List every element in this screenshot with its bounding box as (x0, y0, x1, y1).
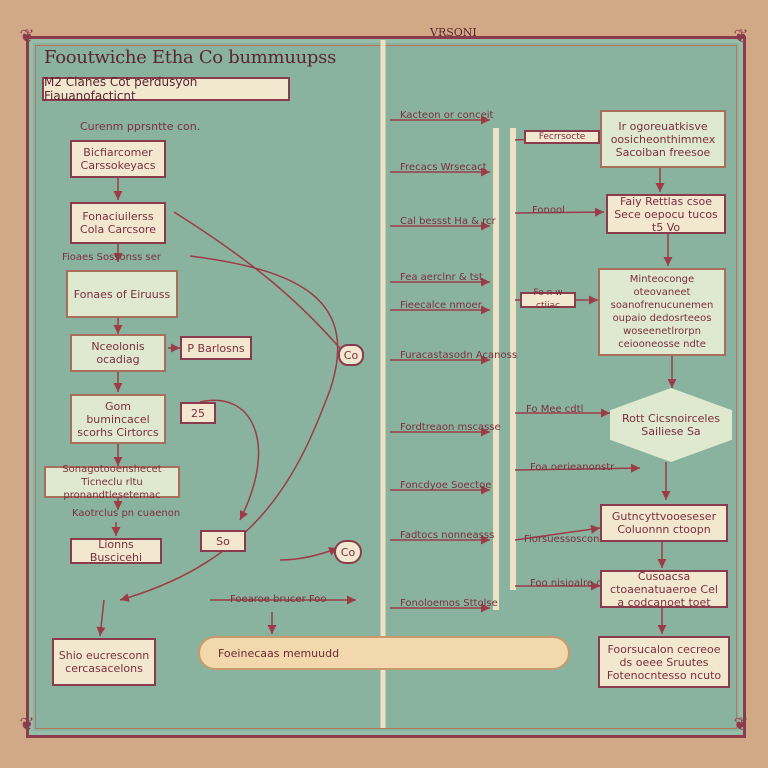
annotation-bubble: So (200, 530, 246, 552)
ladder-label: Furacastasodn Acanoss (400, 350, 518, 361)
connector-label: Fiorsuessosconn (524, 534, 606, 545)
header-tag: VRSONI (426, 26, 481, 39)
page-subtitle: M2 Clanes Cot perdusyon Fiauanofacticnt (42, 75, 290, 103)
process-box: Gom bumincacel scorhs Cirtorcs (70, 394, 166, 444)
ladder-label: Kacteon or conceit (400, 110, 494, 121)
process-box: Bicfiarcomer Carssokeyacs (70, 140, 166, 178)
ladder-label: Fea aerclnr & tst (400, 272, 483, 283)
connector-label: Foa oerieanonstr (530, 462, 615, 473)
result-box: Faiy Rettlas csoe Sece oepocu tucos t5 V… (606, 194, 726, 234)
corner-ornament-icon: ❦ (19, 714, 35, 735)
result-box: Minteoconge oteovaneet soanofrenucunemen… (598, 268, 726, 356)
side-box: P Barlosns (180, 336, 252, 360)
result-box: Foorsucalon cecreoe ds oeee Sruutes Fote… (598, 636, 730, 688)
connector-label: Fo n w ctiiac (520, 288, 576, 311)
result-box: Ir ogoreuatkisve oosicheonthimmex Sacoib… (600, 110, 726, 168)
corner-ornament-icon: ❦ (733, 714, 749, 735)
connector-label: Fo Mee cdtl (526, 404, 584, 415)
side-box: 25 (180, 402, 216, 424)
ladder-label: Fonoloemos Sttolse (400, 598, 498, 609)
page-title: Fooutwiche Etha Co bummuupss (44, 47, 337, 68)
annotation-bubble: Co (338, 344, 364, 366)
ladder-label: Frecacs Wrsecact (400, 162, 487, 173)
connector-label: Foo nisioalre ces (530, 578, 614, 589)
corner-ornament-icon: ❦ (19, 26, 35, 47)
process-box: Lionns Buscicehi (70, 538, 162, 564)
ladder-label: Fieecalce nmoer (400, 300, 482, 311)
corner-ornament-icon: ❦ (733, 26, 749, 47)
annotation-bubble: Co (334, 540, 362, 564)
process-box: Fonaes of Eiruuss (66, 270, 178, 318)
process-box: Sonagotooenshecet Ticneclu rltu pronandt… (44, 464, 180, 501)
connector-label: Fecrrsocte (524, 130, 600, 144)
step-label: Fioaes Sossonss ser (62, 252, 162, 263)
left-column-caption: Curenm pprsntte con. (80, 120, 201, 133)
ladder-label: Fordtreaon mscasse (400, 422, 501, 433)
ladder-label: Fadtocs nonneasss (400, 530, 495, 541)
connector-label: Fonool (532, 205, 565, 216)
ladder-label: Foncdyoe Soectoe (400, 480, 492, 491)
step-label: Kaotrclus pn cuaenon (72, 508, 181, 519)
result-box: Cusoacsa ctoaenatuaeroe Cel a codcanoet … (600, 570, 728, 609)
ladder-label: Cal bessst Ha & rcr (400, 216, 496, 227)
result-box: Gutncyttvooeseser Coluonnn ctoopn (600, 504, 728, 542)
process-box: Nceolonis ocadiag (70, 334, 166, 372)
process-box: Fonaciuilerss Cola Carcsore (70, 202, 166, 244)
process-box: Shio eucresconn cercasacelons (52, 638, 156, 686)
bottom-pill: Foeinecaas memuudd (198, 636, 570, 670)
bottom-arrow-label: Foearoe brucer Foo (230, 594, 327, 605)
